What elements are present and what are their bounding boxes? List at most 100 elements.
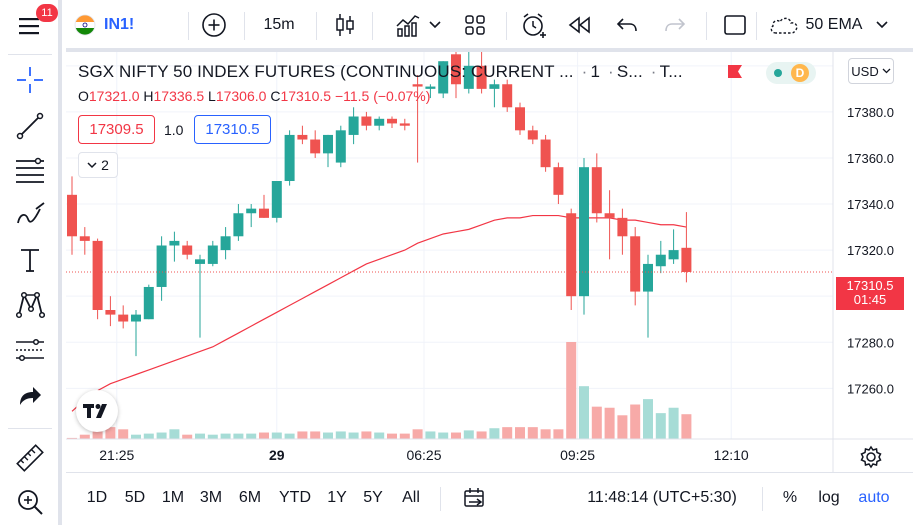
candle-body [169,240,180,246]
volume-bar [463,430,474,439]
volume-bar [361,431,372,439]
chevron-down-icon [429,21,441,29]
interval-button[interactable]: 15m [263,16,295,33]
alert-button[interactable] [516,6,552,44]
projection-tool[interactable] [8,330,52,370]
zoom-in-tool[interactable] [8,482,52,522]
trend-line-tool[interactable] [8,106,52,146]
share-tool[interactable] [8,376,52,416]
redo-icon [665,18,686,32]
range-1d-button[interactable]: 1D [86,489,108,506]
redo-button[interactable] [658,6,692,44]
volume-bar [438,432,449,439]
candle-body [195,259,205,264]
log-scale-button[interactable]: log [818,489,840,506]
volume-bar [131,434,141,439]
chart-settings-button[interactable] [858,444,884,470]
tradingview-logo[interactable] [76,390,118,432]
candle-body [617,217,628,237]
pattern-icon [15,291,45,319]
candle-body [233,213,244,237]
toolbar-divider [506,12,507,40]
text-tool[interactable] [8,240,52,280]
auto-scale-button[interactable]: auto [858,489,890,506]
candle-body [246,208,257,214]
left-toolbar: 11 [0,0,62,525]
range-1m-button[interactable]: 1M [161,489,185,506]
volume-bar [233,433,244,439]
price-tick-label: 17340.0 [847,197,894,212]
range-5y-button[interactable]: 5Y [363,489,383,506]
toolbar-divider [762,487,763,511]
candle-body [105,310,116,315]
legend-collapse-button[interactable]: 2 [78,152,118,178]
chart-pane[interactable]: 17260.017280.017300.017320.017340.017360… [66,52,913,472]
square-icon [724,15,746,35]
symbol-label: IN1! [104,16,135,33]
legend-dot: · [581,62,588,81]
price-tick-label: 17260.0 [847,381,894,396]
fib-retracement-tool[interactable] [8,150,52,190]
candle-body [515,107,525,131]
indicators-button[interactable] [386,6,450,44]
flag-icon[interactable] [726,64,744,80]
legend-title[interactable]: SGX NIFTY 50 INDEX FUTURES (CONTINUOUS: … [78,62,683,82]
range-1y-button[interactable]: 1Y [327,489,347,506]
crosshair-tool[interactable] [8,60,52,100]
open-label: O [78,88,89,104]
undo-button[interactable] [610,6,644,44]
candle-body [387,118,397,124]
legend-interval: 1 [590,62,601,81]
layout-button[interactable] [458,6,492,44]
menu-icon [19,18,39,35]
chart-type-button[interactable] [328,6,362,44]
toolbar-divider [706,12,707,40]
chart-canvas[interactable]: 17260.017280.017300.017320.017340.017360… [66,52,913,472]
candle-body [335,130,346,163]
fib-retracement-icon [16,157,44,183]
candle-body [143,286,154,320]
buy-button[interactable]: 17310.5 [194,115,271,144]
pattern-tool[interactable] [8,284,52,324]
symbol-search-button[interactable]: IN1! [74,6,174,44]
main-menu-button[interactable] [8,6,52,46]
clock-timezone[interactable]: 11:48:14 (UTC+5:30) [587,489,737,506]
calendar-range-icon [464,488,484,507]
range-6m-button[interactable]: 6M [238,489,262,506]
market-status-pill[interactable]: D [766,62,816,84]
compare-symbol-button[interactable] [196,6,232,44]
volume-bar [105,427,116,439]
percent-scale-button[interactable]: % [782,489,798,506]
time-tick-label: 06:25 [406,447,441,463]
candle-body [412,84,423,87]
candle-body [118,314,129,322]
volume-bar [79,434,90,439]
volume-bar [207,434,218,439]
candle-body [527,130,538,140]
candle-body [220,236,231,251]
fullscreen-button[interactable] [718,6,752,44]
measure-tool[interactable] [8,438,52,478]
volume-bar [553,429,564,439]
bar-countdown: 01:45 [853,292,887,307]
volume-bar [348,432,359,439]
brush-icon [17,202,45,224]
replay-button[interactable] [562,6,598,44]
go-to-date-button[interactable] [458,485,492,511]
range-all-button[interactable]: All [402,489,420,506]
template-button[interactable]: 50 EMA [766,6,890,44]
range-5d-button[interactable]: 5D [124,489,146,506]
candle-body [643,263,653,292]
candle-body [438,61,449,94]
currency-selector[interactable]: USD [848,58,894,84]
indicators-icon [396,15,420,37]
sell-button[interactable]: 17309.5 [78,115,155,144]
price-tick-label: 17280.0 [847,335,894,350]
range-ytd-button[interactable]: YTD [279,489,311,506]
open-value: 17321.0 [88,88,140,104]
range-3m-button[interactable]: 3M [199,489,223,506]
undo-icon [616,18,637,32]
candle-body [566,213,577,297]
brush-tool[interactable] [8,194,52,234]
grid-layout-icon [465,15,485,35]
